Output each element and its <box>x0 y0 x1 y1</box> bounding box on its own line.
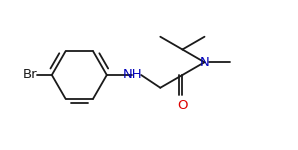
Text: NH: NH <box>122 69 142 81</box>
Text: O: O <box>177 99 188 112</box>
Text: N: N <box>200 56 209 69</box>
Text: Br: Br <box>22 69 37 81</box>
